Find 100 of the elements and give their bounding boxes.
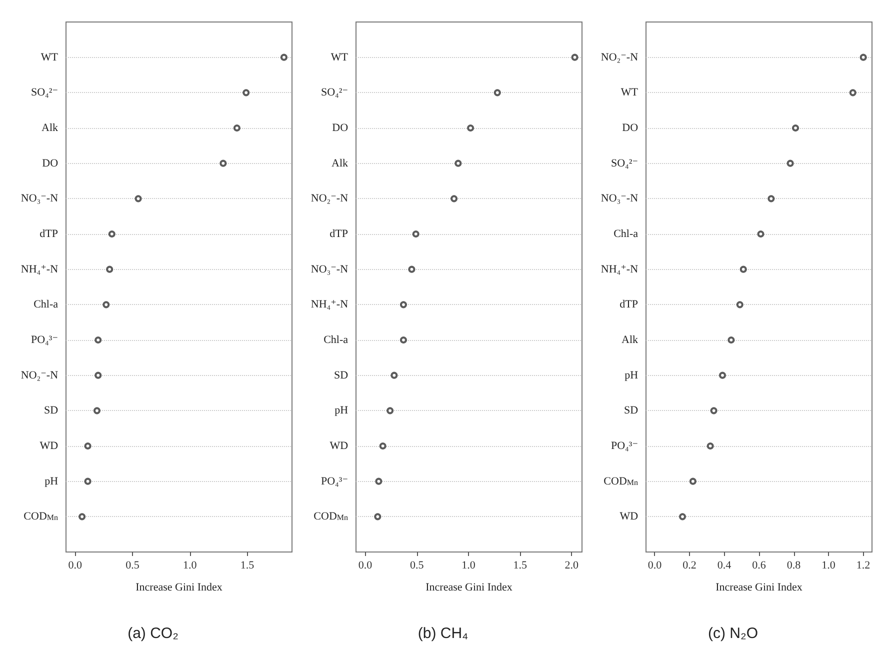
point: [386, 407, 394, 414]
y-tick-label: pH: [44, 475, 58, 488]
y-tick-label: WT: [40, 51, 58, 64]
y-tick-label: WT: [330, 51, 348, 64]
point: [450, 195, 458, 202]
y-tick-label: NO₃⁻-N: [310, 263, 348, 276]
y-tick-label: NO₃⁻-N: [20, 192, 58, 205]
point: [706, 442, 714, 450]
point: [390, 372, 398, 379]
point: [860, 54, 867, 61]
y-tick-label: PO₄³⁻: [611, 440, 638, 452]
y-tick-label: SO₄²⁻: [31, 86, 58, 99]
x-tick-label: 0.0: [648, 560, 662, 572]
point: [375, 478, 382, 485]
x-tick-label: 0.2: [682, 560, 696, 572]
y-tick-label: WD: [40, 440, 58, 452]
point: [233, 124, 240, 132]
point: [102, 301, 110, 308]
y-tick-label: PO₄³⁻: [31, 334, 58, 346]
point: [280, 54, 288, 61]
point: [379, 442, 386, 450]
point: [454, 160, 462, 167]
y-tick-label: dTP: [330, 228, 348, 240]
text: (b) CH₄: [418, 625, 468, 642]
x-tick-label: 1.2: [856, 560, 870, 572]
point: [467, 124, 474, 132]
x-tick-label: 0.0: [68, 560, 83, 572]
y-tick-label: NO₂⁻-N: [600, 51, 638, 64]
y-tick-label: CODMn: [604, 475, 638, 488]
x-tick-label: 0.0: [358, 560, 373, 572]
x-tick-label: 0.5: [410, 560, 424, 572]
x-tick-label: 1.0: [183, 560, 198, 572]
point: [374, 513, 382, 520]
point: [134, 195, 142, 202]
point: [740, 266, 747, 273]
x-axis-title: Increase Gini Index: [136, 582, 223, 594]
y-tick-label: SD: [334, 369, 348, 382]
y-tick-label: NO₂⁻-N: [20, 369, 58, 382]
y-tick-label: Chl-a: [34, 298, 58, 311]
y-tick-label: Alk: [332, 157, 348, 170]
y-tick-label: PO₄³⁻: [321, 475, 348, 488]
y-tick-label: CODMn: [24, 510, 58, 523]
point: [728, 336, 735, 344]
text: (a) CO₂: [128, 625, 179, 642]
point: [412, 230, 420, 238]
x-tick-label: 1.0: [462, 560, 476, 572]
y-tick-label: NO₂⁻-N: [310, 192, 348, 205]
point: [689, 478, 696, 485]
y-tick-label: CODMn: [314, 510, 348, 523]
point: [710, 407, 718, 414]
point: [108, 230, 116, 238]
y-tick-label: SO₄²⁻: [321, 86, 348, 99]
x-axis-title: Increase Gini Index: [716, 582, 803, 594]
y-tick-label: pH: [624, 369, 638, 382]
y-tick-label: SD: [624, 404, 638, 417]
y-tick-label: Alk: [622, 334, 638, 346]
x-tick-label: 1.5: [513, 560, 528, 572]
y-tick-label: DO: [622, 122, 638, 134]
y-tick-label: SD: [44, 404, 58, 417]
y-tick-label: dTP: [40, 228, 58, 240]
point: [786, 160, 794, 167]
x-tick-label: 1.5: [240, 560, 255, 572]
x-tick-label: 0.6: [752, 560, 766, 572]
point: [220, 160, 227, 167]
point: [93, 407, 100, 414]
y-tick-label: NH₄⁺-N: [20, 263, 58, 276]
point: [94, 372, 102, 379]
point: [242, 89, 250, 96]
point: [400, 336, 407, 344]
y-tick-label: Chl-a: [324, 334, 348, 346]
y-tick-label: pH: [334, 404, 348, 417]
y-tick-label: NH₄⁺-N: [600, 263, 638, 276]
y-tick-label: NH₄⁺-N: [310, 298, 348, 311]
point: [408, 266, 416, 273]
x-tick-label: 0.5: [126, 560, 140, 572]
point: [792, 124, 800, 132]
y-tick-label: NO₃⁻-N: [600, 192, 638, 205]
y-tick-label: DO: [332, 122, 348, 134]
point: [78, 513, 86, 520]
y-tick-label: DO: [42, 157, 58, 170]
point: [84, 442, 92, 450]
point: [84, 478, 92, 485]
y-tick-label: Chl-a: [614, 228, 638, 240]
point: [849, 89, 856, 96]
x-tick-label: 0.8: [786, 560, 802, 572]
point: [679, 513, 686, 520]
y-tick-label: Alk: [42, 122, 58, 134]
point: [736, 301, 744, 308]
point: [94, 336, 102, 344]
point: [768, 195, 775, 202]
y-tick-label: WD: [330, 440, 348, 452]
point: [571, 54, 578, 61]
point: [400, 301, 407, 308]
x-tick-label: 1.0: [822, 560, 836, 572]
point: [106, 266, 114, 273]
y-tick-label: WT: [620, 86, 638, 99]
x-tick-label: 0.4: [717, 560, 732, 572]
x-tick-label: 2.0: [564, 560, 580, 572]
point: [718, 372, 726, 379]
y-tick-label: WD: [620, 510, 638, 523]
